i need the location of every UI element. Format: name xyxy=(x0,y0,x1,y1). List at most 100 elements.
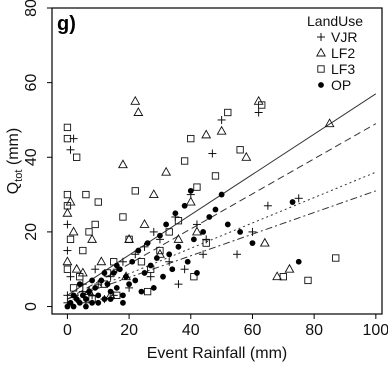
data-point-lf3 xyxy=(119,213,127,221)
data-point-op xyxy=(169,266,176,273)
data-point-op xyxy=(135,247,142,254)
data-point-op xyxy=(218,191,225,198)
fit-line-op xyxy=(67,190,376,300)
data-point-lf2 xyxy=(130,95,141,105)
data-point-op xyxy=(89,299,95,306)
data-point-op xyxy=(194,270,200,276)
y-axis-title-sub: tot xyxy=(13,170,25,182)
data-point-op xyxy=(249,240,256,246)
data-point-lf3 xyxy=(190,273,198,281)
legend-label-vjr: VJR xyxy=(331,29,357,45)
x-tick-label: 40 xyxy=(182,322,200,339)
data-point-lf3 xyxy=(66,235,75,244)
data-point-op xyxy=(129,258,136,265)
data-point-op xyxy=(187,187,194,194)
legend-label-lf2: LF2 xyxy=(331,45,355,61)
data-points xyxy=(62,95,340,310)
legend-marker-op xyxy=(318,82,324,88)
data-point-op xyxy=(104,281,111,288)
data-point-op xyxy=(147,262,154,269)
data-point-lf2 xyxy=(216,125,227,135)
legend-label-op: OP xyxy=(331,77,351,93)
data-point-vjr xyxy=(248,227,257,236)
data-point-vjr xyxy=(254,108,263,117)
x-tick-label: 60 xyxy=(244,322,262,339)
data-point-op xyxy=(101,296,108,302)
data-point-op xyxy=(95,292,102,299)
y-axis-title-main: Q xyxy=(5,182,22,194)
data-point-lf3 xyxy=(76,273,84,281)
data-point-vjr xyxy=(263,201,272,210)
data-point-op xyxy=(184,258,191,265)
data-point-op xyxy=(120,299,126,306)
data-point-op xyxy=(107,296,114,302)
data-point-op xyxy=(89,277,95,284)
data-point-lf3 xyxy=(63,123,72,132)
data-point-lf3 xyxy=(63,190,72,199)
data-point-op xyxy=(141,270,148,276)
data-point-lf2 xyxy=(133,107,144,116)
data-point-lf3 xyxy=(236,146,244,154)
y-axis-title: Qtot (mm) xyxy=(5,128,25,194)
y-tick-label: 0 xyxy=(23,302,40,311)
axis-ticks: 0 20 40 60 80 100 0 20 40 60 80 xyxy=(23,0,388,339)
data-point-op xyxy=(95,299,102,306)
data-point-lf2 xyxy=(87,233,98,243)
data-point-op xyxy=(70,292,77,299)
data-point-op xyxy=(76,281,83,288)
data-point-vjr xyxy=(208,149,217,158)
data-point-lf3 xyxy=(82,190,90,199)
data-point-vjr xyxy=(149,227,158,236)
data-point-op xyxy=(175,243,182,250)
y-tick-label: 80 xyxy=(23,0,40,17)
data-point-op xyxy=(172,210,179,217)
data-point-vjr xyxy=(66,145,75,154)
data-point-lf3 xyxy=(73,153,81,161)
y-tick-label: 40 xyxy=(23,148,40,166)
data-point-lf3 xyxy=(110,258,118,266)
y-tick-label: 20 xyxy=(23,223,40,241)
data-point-lf3 xyxy=(63,134,72,143)
data-point-lf3 xyxy=(165,228,173,236)
data-point-vjr xyxy=(294,194,303,203)
data-point-op xyxy=(107,288,114,295)
data-point-lf2 xyxy=(191,226,202,236)
data-point-op xyxy=(138,288,145,295)
legend-marker-vjr xyxy=(317,33,325,41)
x-tick-label: 100 xyxy=(362,322,388,339)
panel-label: g) xyxy=(57,13,76,35)
data-point-op xyxy=(206,214,213,220)
data-point-lf2 xyxy=(241,151,252,161)
data-point-lf2 xyxy=(62,256,73,266)
data-point-vjr xyxy=(202,235,211,244)
data-point-op xyxy=(237,229,244,235)
fit-line-lf3 xyxy=(67,171,377,300)
data-point-lf3 xyxy=(224,108,232,117)
data-point-lf3 xyxy=(211,172,220,180)
data-point-vjr xyxy=(131,250,140,259)
data-point-lf2 xyxy=(284,263,295,273)
data-point-op xyxy=(157,232,163,239)
legend-title: LandUse xyxy=(307,13,363,29)
data-point-lf2 xyxy=(117,159,128,169)
data-point-op xyxy=(190,236,197,243)
data-point-op xyxy=(113,284,120,291)
data-point-lf3 xyxy=(258,101,266,109)
data-point-vjr xyxy=(217,115,226,124)
data-point-lf3 xyxy=(180,157,189,165)
data-point-vjr xyxy=(91,265,100,274)
plot-frame xyxy=(51,7,383,315)
data-point-lf3 xyxy=(91,220,99,229)
data-point-vjr xyxy=(174,280,183,289)
data-point-lf3 xyxy=(279,273,287,281)
data-point-lf3 xyxy=(193,183,201,191)
legend-marker-lf3 xyxy=(317,65,325,73)
data-point-lf3 xyxy=(125,235,133,244)
data-point-op xyxy=(83,296,89,302)
data-point-lf2 xyxy=(62,207,73,217)
data-point-op xyxy=(144,240,151,246)
data-point-lf2 xyxy=(324,118,335,128)
data-point-lf3 xyxy=(85,228,93,236)
data-point-vjr xyxy=(233,250,242,259)
